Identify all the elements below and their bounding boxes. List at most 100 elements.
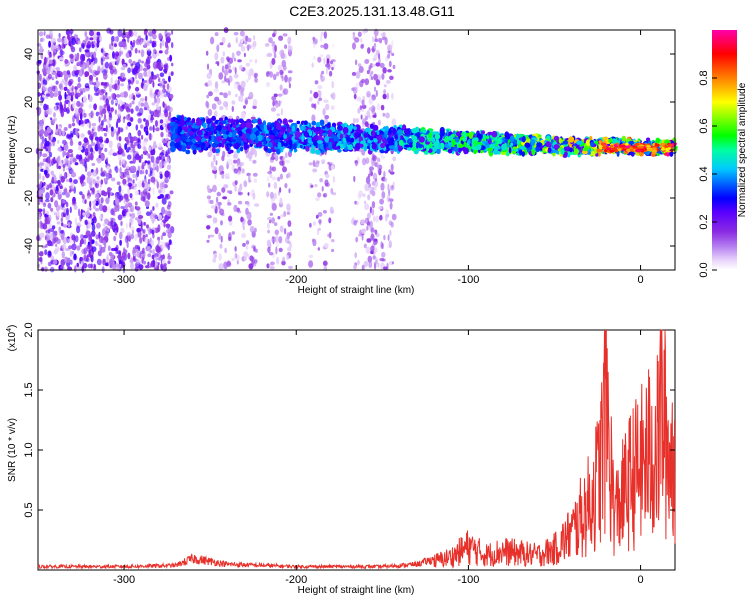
band-dot bbox=[394, 141, 398, 148]
noise-dot bbox=[66, 134, 69, 139]
noise-dot bbox=[117, 103, 121, 111]
noise-dot bbox=[111, 35, 115, 42]
noise-dot bbox=[163, 109, 168, 114]
noise-dot bbox=[43, 202, 47, 208]
noise-dot bbox=[364, 218, 368, 225]
noise-dot bbox=[252, 159, 257, 164]
noise-dot bbox=[100, 81, 105, 86]
noise-dot bbox=[137, 231, 142, 238]
noise-dot bbox=[245, 99, 248, 105]
noise-dot bbox=[144, 95, 148, 102]
noise-dot bbox=[170, 71, 174, 76]
noise-dot bbox=[125, 52, 131, 59]
noise-dot bbox=[80, 102, 84, 108]
noise-dot bbox=[137, 59, 142, 63]
noise-dot bbox=[54, 200, 59, 208]
noise-dot bbox=[281, 260, 286, 266]
noise-dot bbox=[67, 154, 72, 158]
noise-dot bbox=[162, 232, 167, 237]
band-dot bbox=[296, 120, 301, 125]
band-dot bbox=[235, 119, 240, 125]
noise-dot bbox=[386, 92, 389, 100]
noise-dot bbox=[122, 158, 125, 164]
noise-dot bbox=[380, 214, 383, 219]
noise-dot bbox=[109, 43, 112, 50]
noise-dot bbox=[135, 124, 139, 131]
noise-dot bbox=[143, 221, 147, 226]
noise-dot bbox=[88, 121, 92, 129]
noise-dot bbox=[45, 192, 50, 201]
noise-dot bbox=[266, 239, 271, 247]
noise-dot bbox=[277, 216, 281, 220]
noise-dot bbox=[108, 113, 113, 121]
noise-dot bbox=[102, 223, 106, 227]
noise-dot bbox=[158, 142, 162, 149]
noise-dot bbox=[120, 72, 123, 79]
noise-dot bbox=[70, 46, 76, 53]
noise-dot bbox=[86, 60, 90, 69]
noise-dot bbox=[143, 107, 148, 111]
noise-dot bbox=[137, 129, 142, 137]
noise-dot bbox=[166, 204, 171, 210]
noise-dot bbox=[287, 220, 292, 228]
noise-dot bbox=[360, 219, 365, 225]
noise-dot bbox=[221, 80, 226, 84]
noise-dot bbox=[168, 195, 171, 200]
band-dot bbox=[288, 119, 294, 123]
noise-dot bbox=[274, 44, 277, 53]
noise-dot bbox=[66, 207, 69, 216]
noise-dot bbox=[46, 230, 52, 238]
noise-dot bbox=[158, 50, 163, 54]
noise-dot bbox=[129, 262, 135, 270]
band-dot bbox=[359, 143, 364, 148]
noise-dot bbox=[62, 164, 66, 168]
noise-dot bbox=[252, 192, 256, 200]
noise-dot bbox=[117, 109, 122, 117]
noise-dot bbox=[128, 29, 132, 37]
noise-dot bbox=[372, 215, 376, 222]
noise-dot bbox=[135, 173, 138, 181]
noise-dot bbox=[375, 215, 379, 223]
noise-dot bbox=[279, 225, 284, 233]
noise-dot bbox=[120, 220, 123, 227]
noise-dot bbox=[71, 37, 76, 46]
noise-dot bbox=[370, 105, 376, 113]
noise-dot bbox=[104, 61, 109, 69]
noise-dot bbox=[107, 126, 110, 134]
noise-dot bbox=[117, 79, 120, 86]
noise-dot bbox=[57, 128, 63, 137]
noise-dot bbox=[234, 252, 238, 259]
noise-dot bbox=[92, 203, 97, 210]
noise-dot bbox=[168, 75, 171, 83]
noise-dot bbox=[247, 192, 250, 196]
noise-dot bbox=[312, 168, 318, 173]
noise-dot bbox=[280, 107, 283, 116]
band-dot bbox=[181, 114, 185, 122]
noise-dot bbox=[209, 199, 214, 205]
noise-dot bbox=[224, 64, 229, 70]
noise-dot bbox=[164, 214, 170, 222]
noise-dot bbox=[147, 246, 151, 252]
noise-dot bbox=[94, 92, 99, 96]
noise-dot bbox=[108, 252, 113, 256]
noise-dot bbox=[152, 213, 157, 218]
noise-dot bbox=[63, 103, 67, 111]
noise-dot bbox=[127, 67, 131, 74]
noise-dot bbox=[242, 225, 245, 231]
noise-dot bbox=[208, 91, 213, 97]
noise-dot bbox=[69, 130, 74, 139]
noise-dot bbox=[99, 35, 102, 42]
noise-dot bbox=[76, 262, 79, 268]
noise-dot bbox=[311, 114, 316, 122]
noise-dot bbox=[160, 131, 164, 138]
noise-dot bbox=[354, 37, 360, 43]
noise-dot bbox=[99, 96, 103, 101]
noise-dot bbox=[353, 175, 356, 183]
noise-dot bbox=[67, 94, 72, 101]
noise-dot bbox=[56, 211, 60, 217]
noise-dot bbox=[231, 162, 236, 167]
noise-dot bbox=[227, 90, 232, 96]
noise-dot bbox=[140, 221, 143, 229]
noise-dot bbox=[102, 127, 107, 132]
noise-dot bbox=[135, 206, 141, 211]
